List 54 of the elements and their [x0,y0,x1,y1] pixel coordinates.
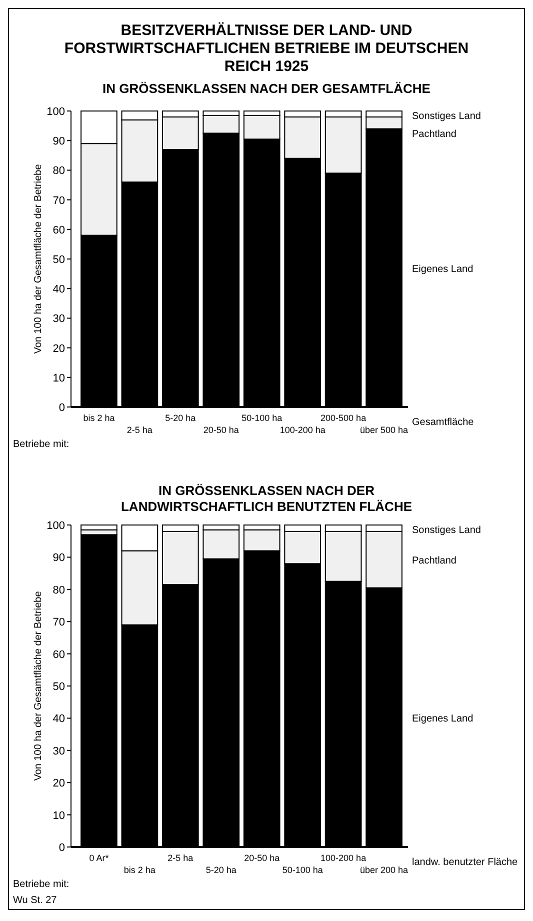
series-label: Pachtland [412,128,456,140]
text: Betriebe mit: [13,439,70,450]
y-tick-label: 100 [46,106,65,118]
x-tick-label: 5-20 ha [165,413,196,423]
x-axis-title: landw. benutzter Fläche [412,857,518,868]
chart-title: BESITZVERHÄLTNISSE DER LAND- UND FORSTWIRTSCHAFTLICHEN BETRIEBE IM DEUTSCHEN REICH 1925 [64,22,469,75]
y-axis-title: Von 100 ha der Gesamtfläche der Betriebe [33,590,44,781]
y-tick-label: 80 [52,584,65,596]
y-axis-title: Von 100 ha der Gesamtfläche der Betriebe [33,164,44,354]
y-tick-label: 10 [52,810,65,822]
x-tick-label: bis 2 ha [83,413,115,423]
chart-title: IN GRÖSSENKLASSEN NACH DER LANDWIRTSCHAFTLICH BENUTZTEN FLÄCHE [120,483,412,514]
text: Betriebe mit: [13,879,70,890]
y-tick-label: 90 [52,136,65,148]
chart-subtitle: IN GRÖSSENKLASSEN NACH DER GESAMTFLÄCHE [102,81,431,96]
x-tick-label: über 200 ha [360,865,408,875]
y-tick-label: 40 [52,284,65,296]
x-tick-label: 2-5 ha [168,853,194,863]
series-label: Eigenes Land [412,264,474,275]
y-tick-label: 20 [52,342,65,355]
series-label: Eigenes Land [412,713,474,724]
x-tick-label: 100-200 ha [320,853,366,863]
series-label: Pachtland [412,556,456,567]
x-tick-label: 20-50 ha [244,853,280,863]
y-tick-label: 80 [52,165,65,178]
y-tick-label: 20 [52,778,65,790]
y-tick-label: 90 [52,552,65,564]
y-tick-label: 70 [52,194,65,207]
x-axis-title: Gesamtfläche [412,417,474,428]
y-tick-label: 60 [52,648,65,661]
y-tick-label: 50 [52,254,65,266]
x-tick-label: 100-200 ha [280,425,326,435]
y-tick-label: 0 [58,402,65,414]
x-tick-label: 50-100 ha [282,865,323,875]
text: Wu St. 27 [13,895,58,906]
y-tick-label: 30 [52,313,65,326]
y-tick-label: 30 [52,745,65,758]
x-tick-label: 200-500 ha [320,413,366,423]
series-label: Sonstiges Land [412,111,481,122]
x-tick-label: 20-50 ha [203,425,239,435]
x-tick-label: über 500 ha [360,425,408,435]
series-label: Sonstiges Land [412,525,481,536]
y-tick-label: 50 [52,681,65,693]
y-tick-label: 100 [46,520,65,532]
x-tick-label: 2-5 ha [126,425,152,435]
x-tick-label: 50-100 ha [242,413,282,423]
x-tick-label: 5-20 ha [206,865,236,875]
x-tick-label: bis 2 ha [124,865,156,875]
y-tick-label: 70 [52,616,65,629]
y-tick-label: 60 [52,224,65,236]
y-tick-label: 10 [52,372,65,384]
y-tick-label: 0 [58,842,65,854]
y-tick-label: 40 [52,713,65,726]
x-tick-label: 0 Ar* [89,853,110,863]
